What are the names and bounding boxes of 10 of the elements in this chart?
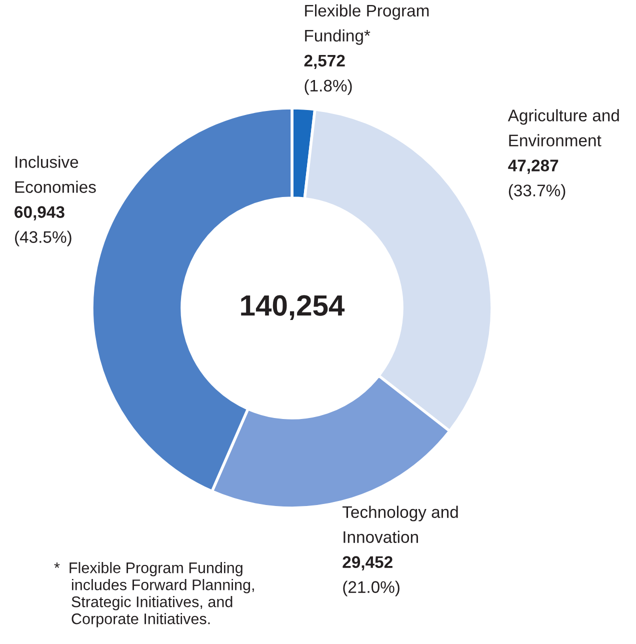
slice-label: Agriculture and Environment bbox=[508, 109, 619, 146]
slice-label: Flexible Program Funding* bbox=[305, 4, 429, 45]
data-label: 47,287 (33.7%) bbox=[508, 160, 566, 200]
data-label: 2,572 (1.8%) bbox=[304, 54, 352, 95]
data-label: 60,943 (43.5%) bbox=[14, 206, 72, 246]
slice-label: Inclusive Economies bbox=[15, 156, 96, 193]
data-label: 29,452 (21.0%) bbox=[342, 556, 400, 596]
text: 140,254 bbox=[241, 295, 345, 320]
slice-label: Technology and Innovation bbox=[342, 506, 458, 543]
text: * Flexible Program Funding includes Forward Planning, Strategic Initiatives, and Corporate Initiatives. bbox=[54, 562, 254, 628]
